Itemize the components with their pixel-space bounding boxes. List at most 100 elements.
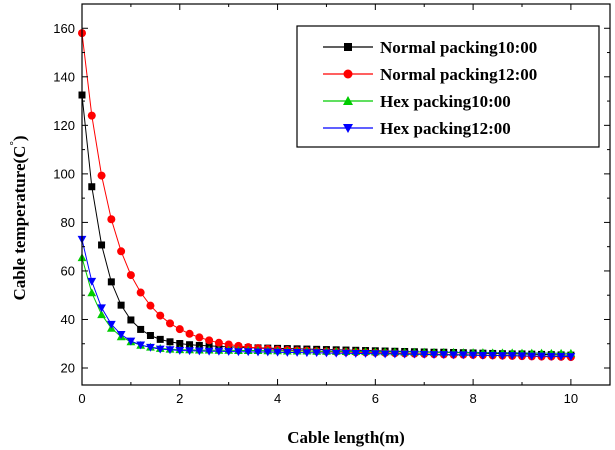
series-4-point: [136, 341, 146, 350]
series-2-point: [87, 111, 96, 120]
series-4-point: [87, 277, 97, 286]
series-4-point: [439, 351, 449, 360]
series-4-point: [204, 347, 214, 356]
series-2-point: [205, 336, 214, 345]
series-1-point: [166, 338, 174, 346]
series-line-4: [81, 239, 571, 358]
series-2-point: [117, 247, 126, 256]
y-tick-label: 80: [61, 215, 75, 230]
series-4-point: [312, 349, 322, 358]
series-4-point: [361, 349, 370, 358]
series-4-point: [126, 337, 136, 346]
series-4-point: [370, 350, 380, 359]
x-tick-label: 2: [176, 391, 183, 406]
series-line-3: [81, 257, 571, 354]
legend-label-2: Normal packing12:00: [380, 65, 537, 84]
series-2-point: [195, 333, 204, 342]
series-4-point: [224, 348, 234, 356]
series-4-point: [527, 352, 537, 361]
series-4-point: [292, 348, 302, 357]
y-axis-title-main: Cable temperature(C: [10, 146, 29, 301]
y-axis-title: Cable temperature(C°): [8, 135, 29, 300]
series-2-point: [136, 288, 145, 297]
series-4-point: [155, 345, 165, 354]
plot-series-layer: [77, 29, 576, 362]
series-4-point: [185, 347, 194, 356]
y-axis-title-degree: °: [8, 141, 20, 145]
x-axis-title: Cable length(m): [287, 428, 405, 447]
series-4-point: [302, 349, 312, 358]
series-4-point: [478, 351, 488, 360]
series-4-point: [537, 352, 546, 361]
series-1-point: [117, 301, 125, 309]
series-1-point: [186, 341, 194, 349]
series-2-point: [214, 338, 223, 347]
x-tick-label: 8: [469, 391, 476, 406]
series-2-point: [126, 271, 135, 280]
series-1-point: [156, 335, 164, 343]
series-2-point: [146, 301, 155, 310]
series-2-point: [234, 341, 243, 350]
series-4-point: [419, 350, 429, 359]
x-tick-label: 4: [274, 391, 281, 406]
series-2-point: [97, 171, 106, 180]
legend-marker-2: [343, 69, 353, 79]
series-4-point: [165, 346, 175, 355]
legend-marker-3: [343, 96, 353, 105]
series-4-point: [331, 349, 341, 358]
legend-marker-4: [343, 124, 353, 133]
y-tick-label: 40: [61, 312, 75, 327]
y-axis-title-close: ): [10, 135, 29, 141]
y-tick-label: 140: [53, 69, 75, 84]
series-4-point: [341, 349, 351, 358]
series-1-point: [88, 183, 96, 191]
series-1-point: [98, 241, 106, 249]
series-4-point: [273, 348, 282, 357]
series-4-point: [390, 350, 400, 359]
series-4-point: [322, 349, 331, 358]
series-2-point: [175, 325, 184, 334]
series-2-point: [156, 311, 165, 320]
axis-ticks-layer: 0 2 4 6 8 10 20 40 60 80 100 120 140 160: [53, 4, 610, 406]
series-4-point: [488, 351, 498, 360]
series-4-point: [429, 351, 439, 360]
series-1-point: [146, 331, 154, 339]
series-4-point: [253, 348, 263, 357]
series-4-point: [517, 352, 527, 361]
y-tick-label: 120: [53, 118, 75, 133]
y-tick-label: 60: [61, 263, 75, 278]
plot-area-frame: [81, 3, 611, 386]
series-1-point: [137, 325, 145, 333]
series-4-point: [234, 348, 243, 357]
legend-label-3: Hex packing10:00: [380, 92, 511, 111]
series-4-point: [449, 351, 458, 360]
series-4-point: [146, 343, 155, 352]
series-4-point: [175, 347, 185, 355]
y-tick-label: 20: [61, 361, 75, 376]
series-1-point: [195, 341, 203, 349]
series-2-point: [166, 319, 174, 328]
series-4-point: [468, 351, 478, 360]
series-4-point: [507, 352, 517, 361]
series-4-point: [400, 350, 410, 359]
series-2-point: [107, 215, 116, 224]
series-3-point: [97, 310, 106, 319]
y-tick-label: 160: [53, 21, 75, 36]
series-4-point: [116, 331, 126, 339]
series-4-point: [410, 350, 419, 359]
series-3-point: [87, 288, 97, 297]
legend-marker-1: [344, 43, 352, 51]
series-2-point: [224, 340, 233, 349]
series-1-point: [127, 316, 135, 324]
series-4-point: [351, 349, 361, 358]
series-2-point: [185, 329, 194, 338]
series-4-point: [106, 320, 116, 329]
legend-label-4: Hex packing12:00: [380, 119, 511, 138]
legend: Normal packing10:00 Normal packing12:00 He…: [323, 38, 537, 138]
series-4-point: [380, 350, 390, 359]
y-tick-label: 100: [53, 166, 75, 181]
series-4-point: [97, 304, 106, 313]
series-4-point: [458, 351, 468, 360]
series-4-point: [556, 352, 566, 361]
